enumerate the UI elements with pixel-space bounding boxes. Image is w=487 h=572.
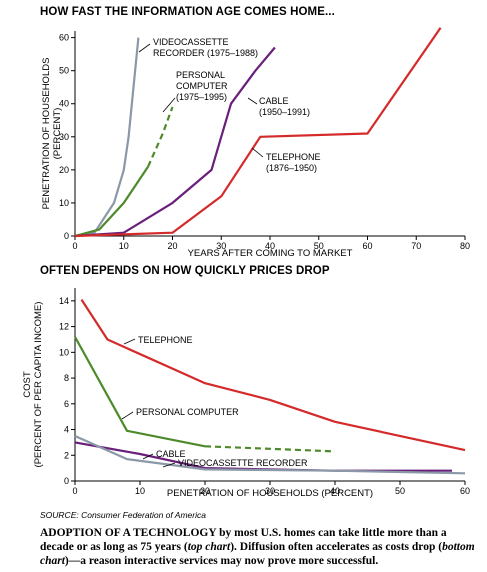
bottom-y-tick-label: 14 <box>59 296 69 306</box>
top-x-axis-label: YEARS AFTER COMING TO MARKET <box>188 248 353 259</box>
bottom-series-vcr <box>74 434 466 475</box>
caption-text-1: ADOPTION OF A TECHNOLOGY by most U.S. ho… <box>40 527 447 553</box>
top-leader-vcr <box>138 43 151 53</box>
top-series-label-cable: (1950–1991) <box>259 107 310 117</box>
top-y-tick-label: 20 <box>59 165 69 175</box>
top-y-tick-label: 10 <box>59 198 69 208</box>
top-series-label-telephone: (1876–1950) <box>266 163 317 173</box>
top-x-tick-label: 20 <box>167 241 177 251</box>
bottom-y-axis-label: (PERCENT OF PER CAPITA INCOME) <box>33 302 44 468</box>
top-x-tick-label: 70 <box>411 241 421 251</box>
top-series-label-pc: (1975–1995) <box>176 92 227 102</box>
bottom-y-tick-label: 2 <box>64 450 69 460</box>
top-x-tick-label: 30 <box>216 241 226 251</box>
bottom-leader-telephone <box>123 338 136 345</box>
bottom-x-tick-label: 20 <box>200 486 210 496</box>
bottom-y-tick-label: 10 <box>59 347 69 357</box>
top-y-axis-label: (PERCENT) <box>52 108 63 160</box>
bottom-y-tick-label: 8 <box>64 373 69 383</box>
top-y-tick-label: 50 <box>59 66 69 76</box>
top-y-tick-label: 30 <box>59 132 69 142</box>
top-series-label-vcr: RECORDER (1975–1988) <box>153 48 258 58</box>
bottom-x-tick-label: 60 <box>460 486 470 496</box>
top-series-vcr <box>74 37 140 238</box>
top-chart-title: HOW FAST THE INFORMATION AGE COMES HOME.… <box>40 6 335 18</box>
top-y-tick-label: 60 <box>59 33 69 43</box>
top-series-label-pc: PERSONAL <box>176 70 225 80</box>
bottom-series-telephone <box>80 298 466 452</box>
top-x-tick-label: 80 <box>460 241 470 251</box>
bottom-y-axis-label: COST <box>22 371 33 398</box>
top-series-cable <box>74 46 276 238</box>
top-y-tick-label: 0 <box>64 231 69 241</box>
top-series-label-cable: CABLE <box>259 96 289 106</box>
top-x-tick-label: 0 <box>72 241 77 251</box>
top-y-tick-label: 40 <box>59 99 69 109</box>
bottom-leader-vcr <box>162 462 176 468</box>
bottom-series-label-telephone: TELEPHONE <box>138 335 193 345</box>
top-series-label-vcr: VIDEOCASSETTE <box>153 37 229 47</box>
bottom-x-tick-label: 30 <box>265 486 275 496</box>
bottom-series-label-vcr: VIDEOCASSETTE RECORDER <box>178 458 308 468</box>
top-series-label-pc: COMPUTER <box>176 81 228 91</box>
bottom-series-label-cable: CABLE <box>156 449 186 459</box>
top-series-telephone <box>74 27 442 238</box>
bottom-y-tick-label: 4 <box>64 425 69 435</box>
top-x-tick-label: 50 <box>314 241 324 251</box>
top-leader-pc <box>162 97 176 113</box>
bottom-y-tick-label: 12 <box>59 322 69 332</box>
bottom-y-tick-label: 6 <box>64 399 69 409</box>
bottom-x-axis-label: PENETRATION OF HOUSEHOLDS (PERCENT) <box>167 488 373 499</box>
top-y-axis-label: PENETRATION OF HOUSEHOLDS <box>41 58 52 210</box>
bottom-x-tick-label: 10 <box>135 486 145 496</box>
top-series-label-telephone: TELEPHONE <box>266 152 321 162</box>
bottom-x-tick-label: 0 <box>72 486 77 496</box>
top-series-pc <box>74 165 150 238</box>
bottom-leader-cable <box>142 453 154 460</box>
bottom-series-pc <box>74 336 206 448</box>
figure-caption: ADOPTION OF A TECHNOLOGY by most U.S. ho… <box>40 526 480 568</box>
bottom-leader-pc <box>121 411 134 420</box>
caption-italic-2: bottom chart <box>40 541 475 567</box>
top-leader-telephone <box>251 147 264 158</box>
top-x-tick-label: 10 <box>119 241 129 251</box>
caption-text-2: ). Diffusion often accelerates as costs … <box>230 541 443 553</box>
bottom-chart-title: OFTEN DEPENDS ON HOW QUICKLY PRICES DROP <box>40 265 330 277</box>
top-x-tick-label: 60 <box>362 241 372 251</box>
bottom-x-tick-label: 40 <box>330 486 340 496</box>
bottom-x-tick-label: 50 <box>395 486 405 496</box>
bottom-series-pc-projection <box>204 445 336 453</box>
caption-text-3: )—a reason interactive services may now … <box>64 555 379 567</box>
bottom-series-label-pc: PERSONAL COMPUTER <box>136 407 239 417</box>
top-series-pc-projection <box>147 106 174 168</box>
bottom-y-tick-label: 0 <box>64 476 69 486</box>
top-x-tick-label: 40 <box>265 241 275 251</box>
top-leader-cable <box>247 97 258 105</box>
caption-italic-1: top chart <box>187 541 231 553</box>
source-note: SOURCE: Consumer Federation of America <box>40 510 206 520</box>
